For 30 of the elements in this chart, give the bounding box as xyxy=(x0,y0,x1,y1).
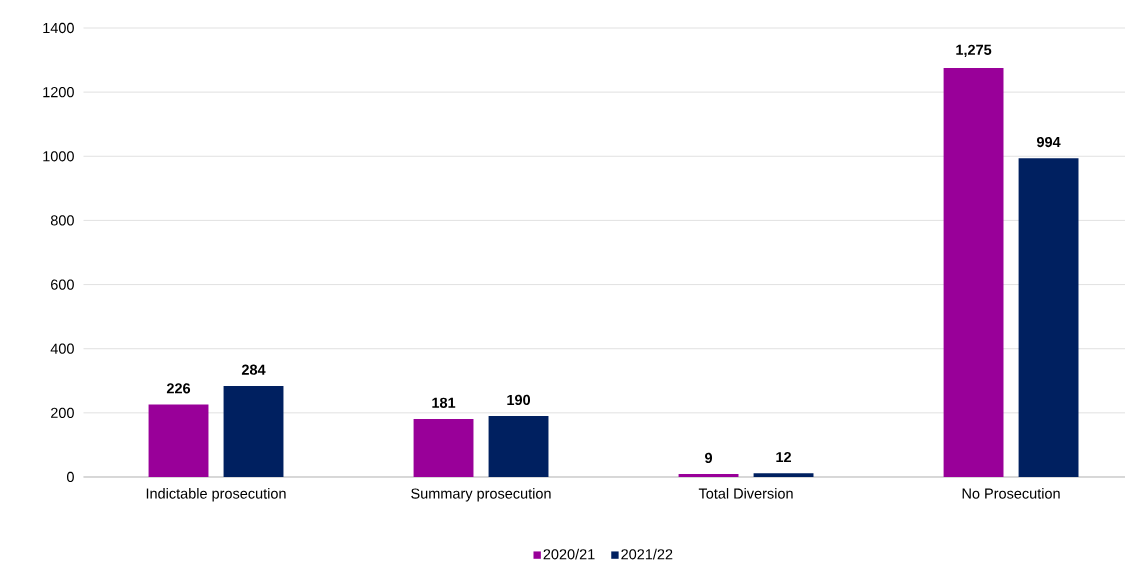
x-tick-label: Summary prosecution xyxy=(411,487,551,502)
data-label: 9 xyxy=(705,452,713,463)
y-tick-label: 600 xyxy=(51,279,74,290)
x-tick-label: Indictable prosecution xyxy=(146,487,286,502)
legend-label: 2021/22 xyxy=(621,548,673,560)
data-label: 1,275 xyxy=(956,44,992,57)
bar xyxy=(223,385,284,477)
bar xyxy=(1018,157,1079,477)
bar xyxy=(413,418,474,477)
bar xyxy=(943,67,1004,477)
y-tick-label: 1200 xyxy=(43,86,74,98)
data-label: 190 xyxy=(507,394,531,405)
bar xyxy=(678,473,739,477)
data-label: 181 xyxy=(432,397,456,408)
data-label: 284 xyxy=(241,364,266,375)
data-label: 12 xyxy=(776,451,792,462)
y-tick-label: 400 xyxy=(50,343,74,354)
data-label: 226 xyxy=(166,382,191,394)
bar xyxy=(148,404,209,477)
y-tick-label: 1000 xyxy=(43,150,74,162)
y-tick-label: 800 xyxy=(50,215,74,226)
x-tick-label: Total Diversion xyxy=(698,487,793,499)
legend-label: 2020/21 xyxy=(543,548,595,560)
y-tick-label: 0 xyxy=(66,471,74,482)
bar xyxy=(488,415,549,477)
bar xyxy=(753,472,814,477)
data-label: 994 xyxy=(1036,136,1061,147)
y-tick-label: 200 xyxy=(51,407,74,418)
y-tick-label: 1400 xyxy=(43,22,74,33)
x-tick-label: No Prosecution xyxy=(962,487,1060,499)
